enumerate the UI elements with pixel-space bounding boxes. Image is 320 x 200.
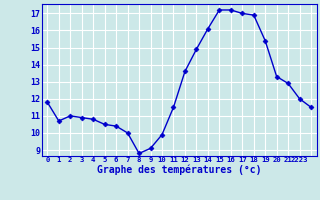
- X-axis label: Graphe des températures (°c): Graphe des températures (°c): [97, 165, 261, 175]
